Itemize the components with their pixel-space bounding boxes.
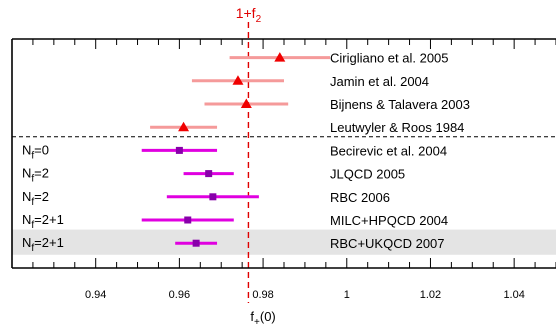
row-label: Bijnens & Talavera 2003	[330, 97, 470, 112]
reference-label-sub: 2	[256, 14, 262, 25]
nf-label-value: =2+1	[34, 212, 64, 227]
data-point-square	[192, 239, 200, 247]
nf-label-sub: f	[31, 220, 34, 231]
x-tick-label: 1.02	[420, 289, 441, 301]
data-point-square	[184, 216, 192, 224]
x-tick-label: 0.94	[85, 289, 106, 301]
row-label: Becirevic et al. 2004	[330, 143, 447, 158]
nf-label-main: N	[22, 142, 31, 157]
nf-label: Nf=2+1	[22, 212, 64, 231]
row-label: Leutwyler & Roos 1984	[330, 120, 464, 135]
data-point-square	[175, 146, 183, 154]
nf-label-sub: f	[31, 197, 34, 208]
nf-label: Nf=0	[22, 142, 49, 161]
nf-label-value: =2	[34, 166, 49, 181]
nf-label-sub: f	[31, 243, 34, 254]
nf-label-value: =2+1	[34, 235, 64, 250]
x-axis-label-sub: +	[254, 317, 260, 325]
nf-label-value: =2	[34, 189, 49, 204]
nf-label: Nf=2+1	[22, 235, 64, 254]
row-label: Cirigliano et al. 2005	[330, 51, 449, 66]
data-point-triangle	[240, 98, 252, 108]
x-tick-label: 1.04	[503, 289, 524, 301]
nf-label-sub: f	[31, 150, 34, 161]
reference-label-main: 1+f	[236, 5, 256, 21]
data-point-square	[209, 193, 217, 201]
data-point-triangle	[232, 75, 244, 85]
x-axis-label: f+(0)	[250, 309, 275, 325]
data-point-square	[205, 170, 213, 178]
row-label: JLQCD 2005	[330, 167, 405, 182]
nf-label-sub: f	[31, 174, 34, 185]
highlight-band	[12, 229, 556, 255]
nf-label-main: N	[22, 166, 31, 181]
x-tick-label: 1	[344, 289, 350, 301]
nf-label-value: =0	[34, 142, 49, 157]
nf-label: Nf=2	[22, 166, 49, 185]
nf-label-main: N	[22, 235, 31, 250]
data-point-triangle	[178, 121, 190, 132]
nf-label-main: N	[22, 212, 31, 227]
row-label: RBC 2006	[330, 190, 390, 205]
x-axis-label-main: f	[250, 309, 254, 324]
nf-label-main: N	[22, 189, 31, 204]
reference-label: 1+f2	[236, 5, 262, 25]
nf-label: Nf=2	[22, 189, 49, 208]
x-axis-label-suffix: (0)	[260, 309, 276, 324]
x-tick-label: 0.96	[169, 289, 190, 301]
row-label: Jamin et al. 2004	[330, 74, 429, 89]
data-point-triangle	[274, 52, 286, 62]
row-label: MILC+HPQCD 2004	[330, 213, 448, 228]
x-tick-label: 0.98	[252, 289, 273, 301]
row-label: RBC+UKQCD 2007	[330, 236, 445, 251]
